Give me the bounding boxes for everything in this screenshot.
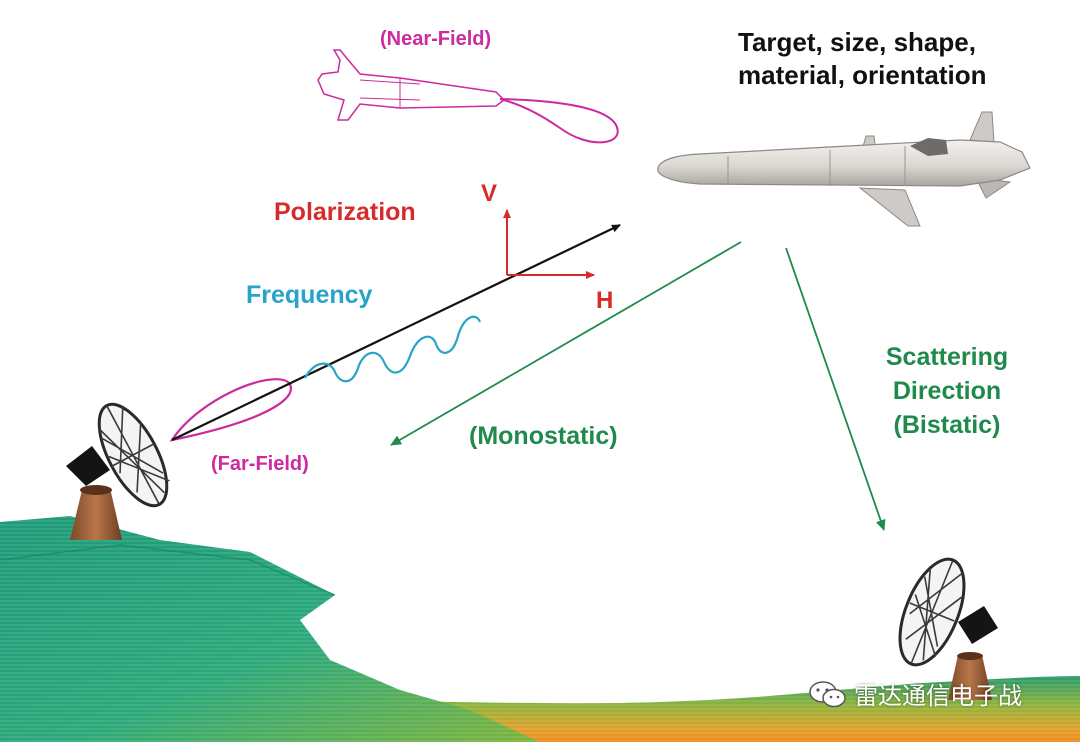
scattering-line-1: Scattering xyxy=(885,343,1009,371)
near-field-lobe xyxy=(499,98,619,144)
bistatic-arrow xyxy=(785,247,886,531)
polarization-axes xyxy=(503,209,595,279)
left-hill xyxy=(0,516,540,742)
horizontal-axis-label: H xyxy=(596,287,614,314)
far-field-label: (Far-Field) xyxy=(211,453,309,475)
monostatic-arrow xyxy=(390,241,742,446)
right-radar-antenna xyxy=(898,557,998,700)
frequency-wave xyxy=(304,315,482,383)
near-field-label: (Near-Field) xyxy=(380,28,492,50)
target-label: Target, size, shape, material, orientati… xyxy=(738,26,987,92)
far-field-lobe xyxy=(169,378,293,442)
target-missile xyxy=(657,111,1031,227)
target-label-line-1: Target, size, shape, xyxy=(738,27,976,57)
near-field-missile xyxy=(317,49,619,144)
scattering-line-3: (Bistatic) xyxy=(893,411,1001,439)
scattering-direction-label: Scattering Direction (Bistatic) xyxy=(872,340,1022,442)
watermark: 雷达通信电子战 xyxy=(808,676,1022,711)
wechat-icon xyxy=(809,680,846,707)
vertical-axis-label: V xyxy=(481,180,498,207)
watermark-text: 雷达通信电子战 xyxy=(854,682,1022,710)
propagation-arrow xyxy=(171,224,621,441)
monostatic-label: (Monostatic) xyxy=(469,422,618,450)
target-label-line-2: material, orientation xyxy=(738,60,987,90)
scattering-line-2: Direction xyxy=(892,377,1002,405)
polarization-label: Polarization xyxy=(274,198,416,226)
left-radar-antenna xyxy=(66,402,170,540)
frequency-label: Frequency xyxy=(246,281,373,309)
